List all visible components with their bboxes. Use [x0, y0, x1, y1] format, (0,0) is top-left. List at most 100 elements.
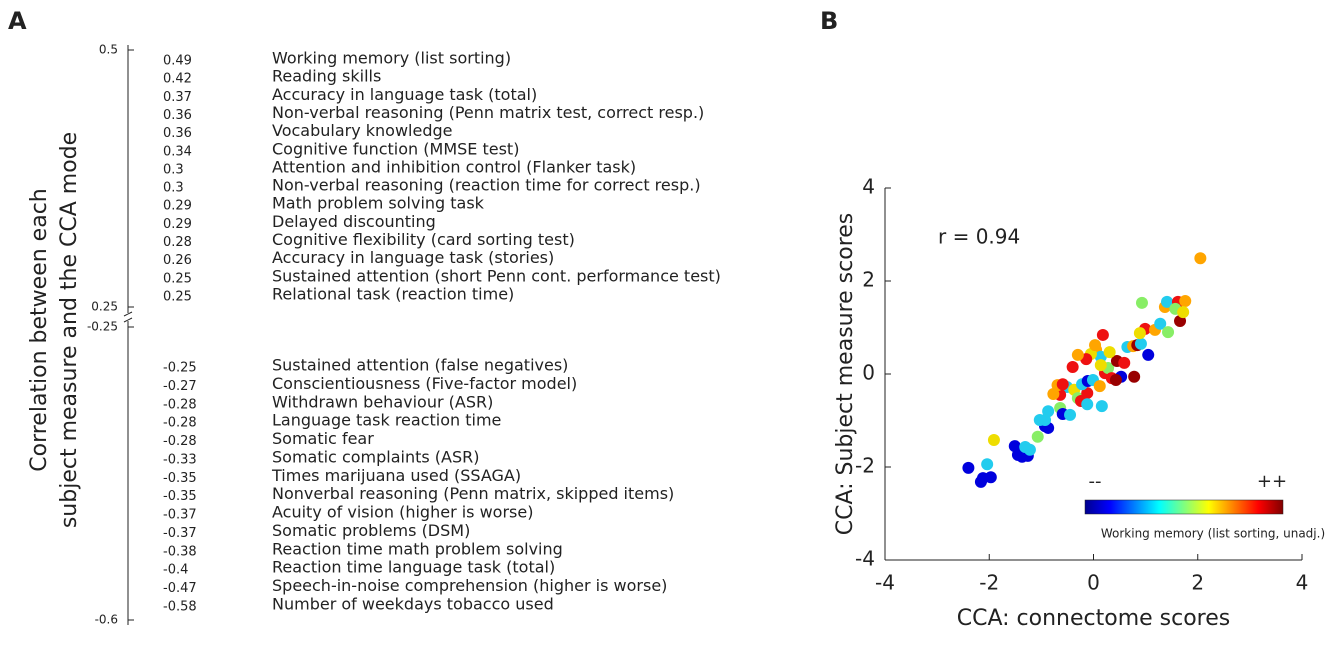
point — [1042, 405, 1055, 418]
measure-label: Reaction time language task (total) — [272, 558, 555, 577]
measure-label: Reading skills — [272, 67, 381, 86]
measure-label: Cognitive function (MMSE test) — [272, 139, 519, 158]
value-label: -0.37 — [163, 508, 197, 523]
value-label: -0.28 — [163, 397, 197, 412]
y-tick-label: -4 — [855, 547, 875, 571]
x-tick-label: 4 — [1296, 571, 1309, 595]
point — [1094, 350, 1107, 363]
measure-label: Speech-in-noise comprehension (higher is… — [272, 576, 667, 595]
measure-label: Somatic problems (DSM) — [272, 521, 470, 540]
measure-label: Somatic fear — [272, 429, 374, 448]
measure-label: Cognitive flexibility (card sorting test… — [272, 230, 575, 249]
measure-label: Delayed discounting — [272, 212, 436, 231]
point — [962, 461, 975, 474]
value-label: -0.28 — [163, 434, 197, 449]
point — [1194, 252, 1207, 265]
axis-break — [123, 311, 133, 317]
point — [1064, 408, 1077, 421]
measure-label: Math problem solving task — [272, 194, 485, 213]
value-label: 0.37 — [163, 90, 192, 105]
x-axis-label: CCA: connectome scores — [957, 606, 1231, 631]
point — [1056, 378, 1069, 391]
value-label: -0.4 — [163, 563, 188, 578]
point — [1089, 339, 1102, 352]
measure-label: Non-verbal reasoning (Penn matrix test, … — [272, 103, 704, 122]
axis-break — [123, 317, 133, 323]
point — [1177, 306, 1190, 319]
point — [987, 434, 1000, 447]
measure-label: Vocabulary knowledge — [272, 121, 453, 140]
point — [1154, 317, 1167, 330]
value-label: 0.26 — [163, 253, 192, 268]
point — [1135, 296, 1148, 309]
measure-label: Language task reaction time — [272, 411, 501, 430]
value-label: 0.29 — [163, 217, 192, 232]
x-tick-label: 2 — [1191, 571, 1204, 595]
measure-label: Working memory (list sorting) — [272, 49, 511, 68]
annotation: r = 0.94 — [938, 225, 1020, 249]
value-label: 0.29 — [163, 199, 192, 214]
y-tick-label: -2 — [855, 454, 875, 478]
measure-label: Sustained attention (false negatives) — [272, 356, 568, 375]
value-label: 0.34 — [163, 144, 192, 159]
point — [1162, 326, 1175, 339]
value-label: -0.28 — [163, 416, 197, 431]
colorbar-high: ++ — [1257, 471, 1287, 492]
colorbar-low: -- — [1089, 471, 1102, 492]
y-tick-label: 0.25 — [91, 300, 118, 314]
measure-label: Conscientiousness (Five-factor model) — [272, 374, 577, 393]
value-label: -0.37 — [163, 526, 197, 541]
point — [1081, 398, 1094, 411]
value-label: -0.27 — [163, 379, 197, 394]
panel-label: A — [8, 7, 27, 35]
point — [1133, 327, 1146, 340]
value-label: -0.47 — [163, 581, 197, 596]
point — [1033, 414, 1046, 427]
panel-label: B — [820, 7, 838, 35]
colorbar — [1084, 499, 1284, 515]
value-label: -0.35 — [163, 471, 197, 486]
measure-label: Number of weekdays tobacco used — [272, 595, 554, 614]
y-tick-label: -0.6 — [95, 613, 118, 627]
point — [1066, 361, 1079, 374]
point — [1109, 374, 1122, 387]
x-tick-label: -2 — [979, 571, 999, 595]
x-tick-label: -4 — [875, 571, 895, 595]
measure-label: Times marijuana used (SSAGA) — [271, 466, 521, 485]
measure-label: Accuracy in language task (stories) — [272, 248, 554, 267]
value-label: -0.33 — [163, 452, 197, 467]
point — [984, 471, 997, 484]
point — [1142, 348, 1155, 361]
point — [1128, 370, 1141, 383]
point — [1118, 356, 1131, 369]
value-label: 0.25 — [163, 290, 192, 305]
y-axis-label: CCA: Subject measure scores — [833, 213, 858, 536]
measure-label: Attention and inhibition control (Flanke… — [272, 157, 636, 176]
value-label: 0.36 — [163, 108, 192, 123]
point — [1094, 359, 1107, 372]
measure-label: Reaction time math problem solving — [272, 539, 563, 558]
point — [1031, 430, 1044, 443]
point — [1160, 295, 1173, 308]
point — [1081, 387, 1094, 400]
point — [1071, 348, 1084, 361]
y-axis-label: subject measure and the CCA mode — [57, 132, 82, 528]
value-label: 0.28 — [163, 235, 192, 250]
x-tick-label: 0 — [1087, 571, 1100, 595]
value-label: -0.58 — [163, 600, 197, 615]
measure-label: Nonverbal reasoning (Penn matrix, skippe… — [272, 484, 674, 503]
measure-label: Acuity of vision (higher is worse) — [272, 503, 533, 522]
value-label: 0.49 — [163, 54, 192, 69]
value-label: 0.25 — [163, 271, 192, 286]
point — [1134, 337, 1147, 350]
point — [1103, 346, 1116, 359]
value-label: 0.36 — [163, 126, 192, 141]
y-tick-label: 2 — [862, 268, 875, 292]
measure-label: Somatic complaints (ASR) — [272, 447, 480, 466]
point — [1019, 441, 1032, 454]
y-tick-label: -0.25 — [87, 320, 118, 334]
value-label: 0.42 — [163, 72, 192, 87]
measure-label: Accuracy in language task (total) — [272, 85, 537, 104]
point — [981, 458, 994, 471]
